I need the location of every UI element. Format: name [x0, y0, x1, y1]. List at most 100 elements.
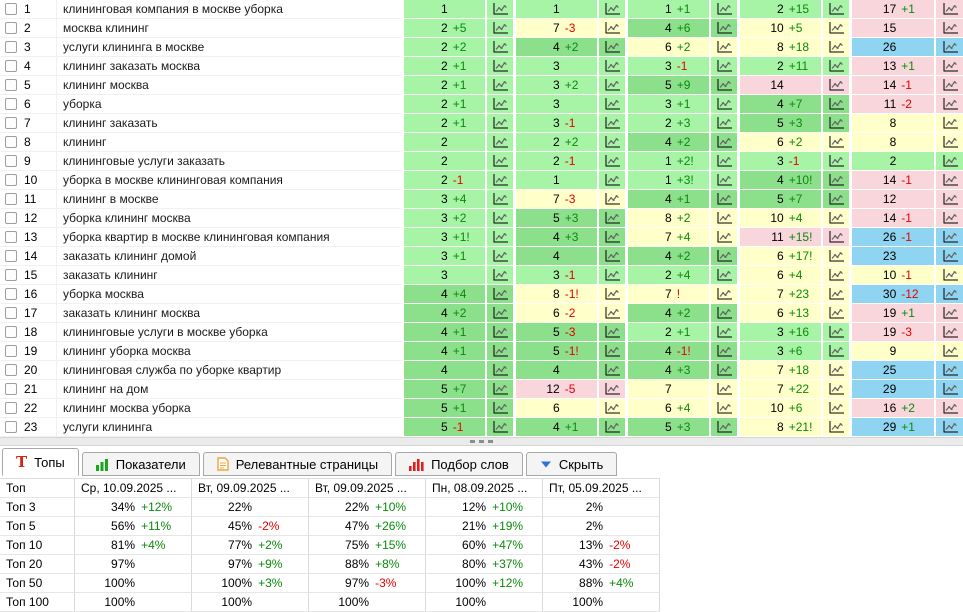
trend-chart-button[interactable]: [597, 380, 625, 399]
trend-chart-button[interactable]: [485, 266, 513, 285]
row-checkbox[interactable]: [5, 269, 17, 281]
keyword-cell[interactable]: услуги клининга: [57, 418, 401, 437]
row-checkbox[interactable]: [5, 41, 17, 53]
keyword-cell[interactable]: уборка квартир в москве клининговая комп…: [57, 228, 401, 247]
tab-tops[interactable]: T Топы: [2, 448, 79, 476]
trend-chart-button[interactable]: [709, 266, 737, 285]
trend-chart-button[interactable]: [597, 19, 625, 38]
trend-chart-button[interactable]: [934, 19, 963, 38]
trend-chart-button[interactable]: [485, 133, 513, 152]
trend-chart-button[interactable]: [821, 190, 849, 209]
trend-chart-button[interactable]: [934, 361, 963, 380]
trend-chart-button[interactable]: [821, 323, 849, 342]
keyword-cell[interactable]: клининг москва: [57, 76, 401, 95]
trend-chart-button[interactable]: [934, 323, 963, 342]
row-checkbox[interactable]: [5, 288, 17, 300]
keyword-cell[interactable]: клининг на дом: [57, 380, 401, 399]
row-checkbox[interactable]: [5, 307, 17, 319]
trend-chart-button[interactable]: [485, 152, 513, 171]
trend-chart-button[interactable]: [597, 76, 625, 95]
trend-chart-button[interactable]: [934, 190, 963, 209]
trend-chart-button[interactable]: [934, 171, 963, 190]
trend-chart-button[interactable]: [485, 57, 513, 76]
trend-chart-button[interactable]: [485, 361, 513, 380]
trend-chart-button[interactable]: [485, 418, 513, 437]
keyword-cell[interactable]: москва клининг: [57, 19, 401, 38]
trend-chart-button[interactable]: [934, 114, 963, 133]
panel-splitter[interactable]: [0, 437, 963, 446]
trend-chart-button[interactable]: [934, 266, 963, 285]
keyword-cell[interactable]: клининговая служба по уборке квартир: [57, 361, 401, 380]
trend-chart-button[interactable]: [934, 38, 963, 57]
tab-words[interactable]: Подбор слов: [395, 452, 523, 476]
trend-chart-button[interactable]: [821, 228, 849, 247]
trend-chart-button[interactable]: [821, 380, 849, 399]
trend-chart-button[interactable]: [485, 190, 513, 209]
trend-chart-button[interactable]: [821, 76, 849, 95]
trend-chart-button[interactable]: [485, 247, 513, 266]
keyword-cell[interactable]: клининговые услуги в москве уборка: [57, 323, 401, 342]
trend-chart-button[interactable]: [485, 342, 513, 361]
trend-chart-button[interactable]: [821, 304, 849, 323]
row-checkbox[interactable]: [5, 22, 17, 34]
trend-chart-button[interactable]: [709, 0, 737, 19]
row-checkbox[interactable]: [5, 421, 17, 433]
trend-chart-button[interactable]: [821, 285, 849, 304]
trend-chart-button[interactable]: [709, 304, 737, 323]
trend-chart-button[interactable]: [485, 380, 513, 399]
trend-chart-button[interactable]: [485, 209, 513, 228]
keyword-cell[interactable]: клининговые услуги заказать: [57, 152, 401, 171]
trend-chart-button[interactable]: [934, 0, 963, 19]
keyword-cell[interactable]: уборка москва: [57, 285, 401, 304]
trend-chart-button[interactable]: [597, 247, 625, 266]
trend-chart-button[interactable]: [709, 19, 737, 38]
trend-chart-button[interactable]: [821, 95, 849, 114]
trend-chart-button[interactable]: [821, 361, 849, 380]
trend-chart-button[interactable]: [709, 361, 737, 380]
trend-chart-button[interactable]: [485, 285, 513, 304]
trend-chart-button[interactable]: [597, 323, 625, 342]
row-checkbox[interactable]: [5, 117, 17, 129]
trend-chart-button[interactable]: [709, 95, 737, 114]
keyword-cell[interactable]: клининг: [57, 133, 401, 152]
trend-chart-button[interactable]: [485, 19, 513, 38]
trend-chart-button[interactable]: [934, 399, 963, 418]
keyword-cell[interactable]: клининговая компания в москве уборка: [57, 0, 401, 19]
trend-chart-button[interactable]: [709, 380, 737, 399]
trend-chart-button[interactable]: [821, 247, 849, 266]
trend-chart-button[interactable]: [485, 95, 513, 114]
trend-chart-button[interactable]: [934, 418, 963, 437]
trend-chart-button[interactable]: [821, 57, 849, 76]
keyword-cell[interactable]: клининг заказать москва: [57, 57, 401, 76]
trend-chart-button[interactable]: [821, 152, 849, 171]
trend-chart-button[interactable]: [597, 228, 625, 247]
row-checkbox[interactable]: [5, 60, 17, 72]
trend-chart-button[interactable]: [485, 114, 513, 133]
trend-chart-button[interactable]: [597, 0, 625, 19]
trend-chart-button[interactable]: [597, 38, 625, 57]
trend-chart-button[interactable]: [934, 57, 963, 76]
row-checkbox[interactable]: [5, 136, 17, 148]
trend-chart-button[interactable]: [821, 0, 849, 19]
trend-chart-button[interactable]: [934, 285, 963, 304]
trend-chart-button[interactable]: [709, 76, 737, 95]
trend-chart-button[interactable]: [597, 152, 625, 171]
keyword-cell[interactable]: заказать клининг москва: [57, 304, 401, 323]
keyword-cell[interactable]: клининг уборка москва: [57, 342, 401, 361]
trend-chart-button[interactable]: [821, 418, 849, 437]
trend-chart-button[interactable]: [821, 399, 849, 418]
trend-chart-button[interactable]: [821, 171, 849, 190]
row-checkbox[interactable]: [5, 79, 17, 91]
trend-chart-button[interactable]: [597, 57, 625, 76]
trend-chart-button[interactable]: [934, 228, 963, 247]
trend-chart-button[interactable]: [485, 228, 513, 247]
keyword-cell[interactable]: уборка: [57, 95, 401, 114]
row-checkbox[interactable]: [5, 231, 17, 243]
tab-pages[interactable]: Релевантные страницы: [202, 452, 393, 476]
trend-chart-button[interactable]: [597, 399, 625, 418]
trend-chart-button[interactable]: [934, 76, 963, 95]
trend-chart-button[interactable]: [597, 266, 625, 285]
trend-chart-button[interactable]: [597, 133, 625, 152]
row-checkbox[interactable]: [5, 212, 17, 224]
trend-chart-button[interactable]: [597, 190, 625, 209]
